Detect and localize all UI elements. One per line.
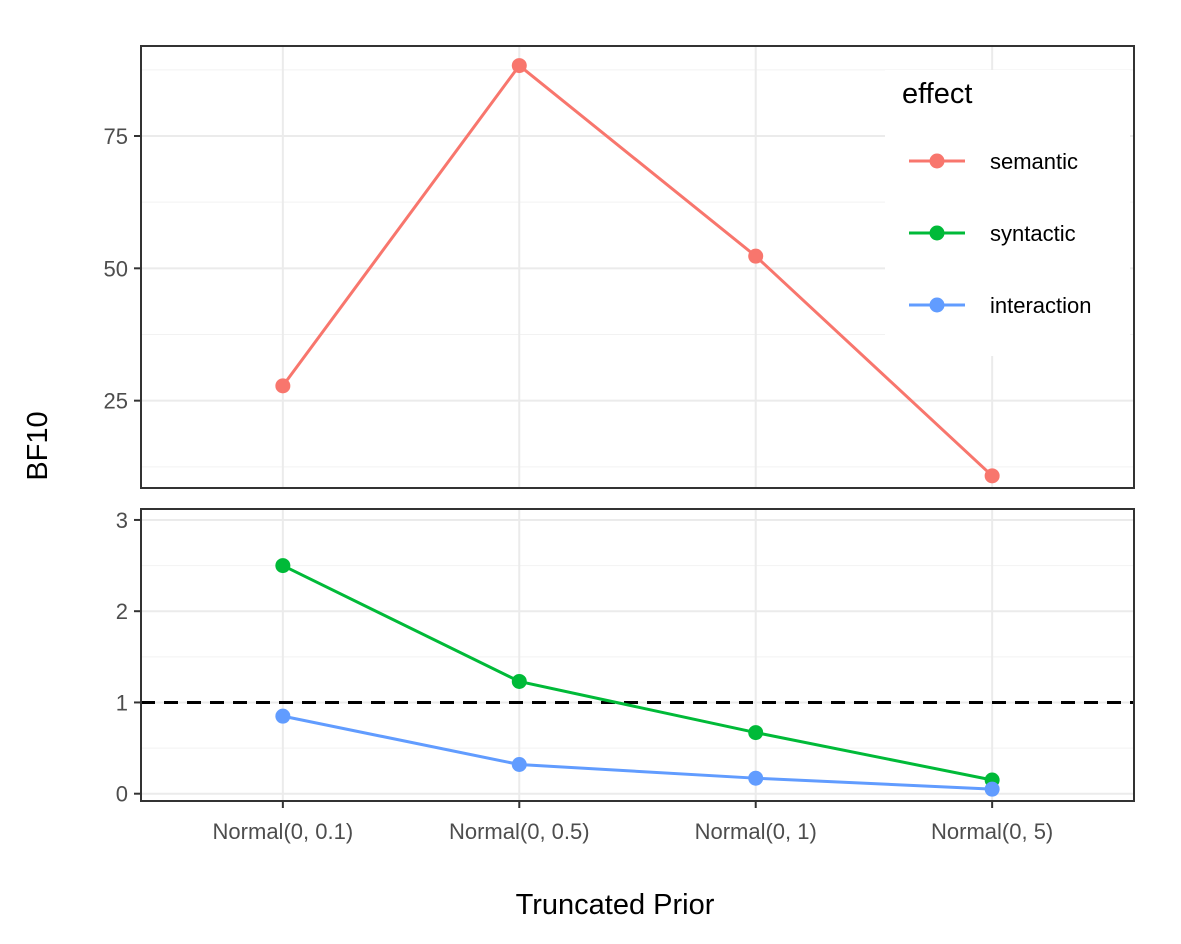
legend-label-syntactic: syntactic — [990, 221, 1076, 246]
x-axis-title: Truncated Prior — [516, 889, 715, 921]
x-tick-label: Normal(0, 0.1) — [213, 819, 354, 844]
y-tick-label: 0 — [116, 782, 128, 807]
x-axis: Normal(0, 0.1) Normal(0, 0.5) Normal(0, 1)… — [213, 801, 1053, 844]
y-tick-label: 50 — [104, 256, 128, 281]
panel-border — [140, 508, 1135, 802]
legend-key-point — [929, 297, 945, 313]
legend-key-interaction — [909, 297, 965, 313]
y-axis-title: BF10 — [22, 411, 54, 480]
series-line-syntactic — [282, 564, 993, 782]
legend: effect semantic syntactic interaction — [885, 70, 1130, 356]
data-point-interaction — [275, 708, 291, 724]
series-line-interaction — [282, 714, 993, 791]
panel-border — [140, 45, 1135, 489]
data-point-semantic — [748, 248, 764, 264]
legend-key-semantic — [909, 153, 965, 169]
legend-title: effect — [902, 78, 972, 110]
legend-items: semantic syntactic interaction — [909, 149, 1092, 318]
legend-background — [885, 70, 1130, 356]
y-tick-label: 1 — [116, 690, 128, 715]
panel-background — [141, 509, 1134, 801]
y-tick-label: 75 — [104, 124, 128, 149]
y-tick-label: 25 — [104, 389, 128, 414]
data-point-interaction — [984, 781, 1000, 797]
data-point-semantic — [984, 468, 1000, 484]
data-point-syntactic — [275, 558, 291, 574]
data-point-interaction — [748, 770, 764, 786]
data-point-semantic — [275, 378, 291, 394]
data-point-semantic — [511, 58, 527, 74]
legend-label-semantic: semantic — [990, 149, 1078, 174]
legend-key-point — [929, 225, 945, 241]
y-tick-label: 2 — [116, 599, 128, 624]
data-point-syntactic — [511, 673, 527, 689]
x-tick-label: Normal(0, 0.5) — [449, 819, 590, 844]
x-tick-label: Normal(0, 5) — [931, 819, 1053, 844]
bottom-panel: 0 1 2 3 — [116, 508, 1135, 807]
x-tick-label: Normal(0, 1) — [695, 819, 817, 844]
data-point-syntactic — [748, 725, 764, 741]
legend-key-point — [929, 153, 945, 169]
data-point-interaction — [511, 757, 527, 772]
legend-key-syntactic — [909, 225, 965, 241]
y-tick-label: 3 — [116, 508, 128, 533]
legend-label-interaction: interaction — [990, 293, 1092, 318]
series-line-semantic — [281, 63, 994, 477]
